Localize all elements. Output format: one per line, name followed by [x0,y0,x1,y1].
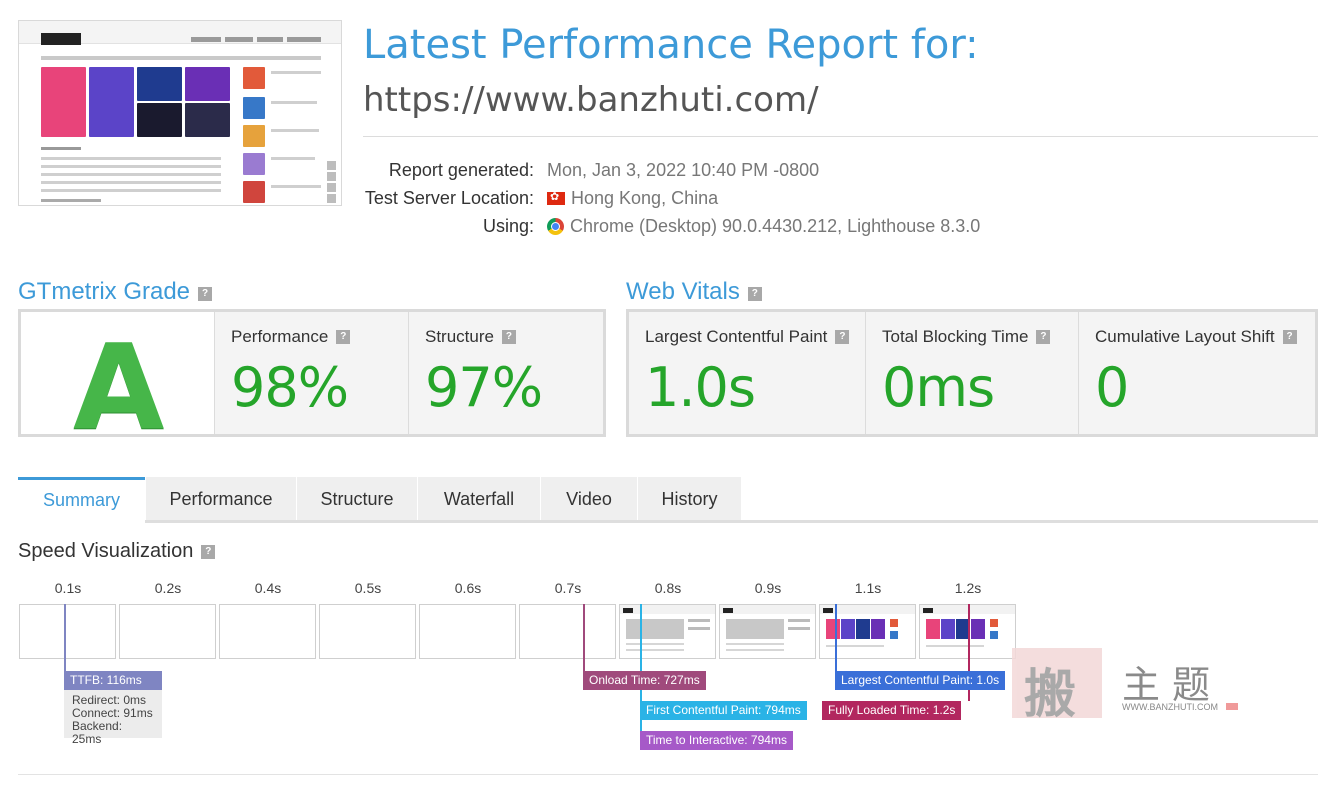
watermark-text: 主题 [1122,665,1223,707]
using-label: Using: [482,216,534,236]
grade-letter-box: A [21,312,214,456]
timeline-tick: 0.9s [754,580,782,596]
filmstrip-frame[interactable] [219,604,316,659]
structure-score-cell: Structure? 97% [408,312,603,434]
performance-score-value: 98% [231,356,349,419]
redirect-time: Redirect: 0ms [72,693,147,707]
tabs-underline [145,520,1318,523]
cls-value: 0 [1095,356,1129,419]
help-icon[interactable]: ? [747,287,762,301]
tab-structure[interactable]: Structure [296,477,417,521]
timeline-tick: 0.4s [254,580,282,596]
cls-label: Cumulative Layout Shift? [1095,327,1297,347]
lcp-value: 1.0s [645,356,756,419]
timeline-tick: 0.1s [54,580,82,596]
timeline-tick: 1.2s [954,580,982,596]
tab-summary[interactable]: Summary [18,477,145,521]
onload-time-label: Onload Time: 727ms [583,671,706,690]
watermark-url: WWW.BANZHUTI.COM [1122,702,1218,712]
watermark-mark [1226,703,1238,710]
tab-waterfall[interactable]: Waterfall [417,477,540,521]
help-icon[interactable]: ? [198,287,213,301]
report-title: Latest Performance Report for: [363,22,979,68]
ttfb-label: TTFB: 116ms [64,671,162,690]
web-vitals-panel: Largest Contentful Paint? 1.0s Total Blo… [626,309,1318,437]
timeline-tick: 0.6s [454,580,482,596]
using-value: Chrome (Desktop) 90.0.4430.212, Lighthou… [547,216,980,237]
filmstrip-frame[interactable] [719,604,816,659]
timeline-tick: 0.8s [654,580,682,596]
test-server-location-label: Test Server Location: [364,188,534,208]
tab-video[interactable]: Video [540,477,637,521]
onload-marker-line [583,604,585,671]
timeline-tick: 0.5s [354,580,382,596]
tab-performance[interactable]: Performance [145,477,296,521]
report-url[interactable]: https://www.banzhuti.com/ [363,80,819,120]
filmstrip-frame[interactable] [319,604,416,659]
help-icon[interactable]: ? [201,545,216,559]
help-icon[interactable]: ? [501,330,516,344]
tbt-cell: Total Blocking Time? 0ms [865,312,1078,434]
site-screenshot-thumbnail [18,20,342,206]
cls-cell: Cumulative Layout Shift? 0 [1078,312,1315,434]
performance-score-cell: Performance? 98% [214,312,408,434]
ttfb-breakdown: Redirect: 0ms Connect: 91ms Backend: 25m… [64,690,162,746]
filmstrip-frame[interactable] [819,604,916,659]
grade-letter: A [73,318,165,456]
help-icon[interactable]: ? [336,330,351,344]
web-vitals-heading: Web Vitals? [626,278,762,306]
performance-score-label: Performance? [231,327,351,347]
tbt-value: 0ms [882,356,995,419]
report-generated-label: Report generated: [388,160,534,180]
largest-contentful-paint-label: Largest Contentful Paint: 1.0s [835,671,1006,690]
fully-loaded-time-label: Fully Loaded Time: 1.2s [822,701,962,720]
chrome-icon [547,218,564,235]
gtmetrix-grade-panel: A Performance? 98% Structure? 97% [18,309,606,456]
help-icon[interactable]: ? [835,330,850,344]
test-server-location-text: Hong Kong, China [571,188,719,208]
filmstrip-frame[interactable] [619,604,716,659]
backend-time: Backend: 25ms [72,719,123,746]
timeline-tick: 1.1s [854,580,882,596]
using-text: Chrome (Desktop) 90.0.4430.212, Lighthou… [570,216,981,236]
web-vitals-title: Web Vitals [626,278,740,305]
hong-kong-flag-icon [547,190,565,205]
filmstrip-frame[interactable] [419,604,516,659]
tab-history[interactable]: History [637,477,741,521]
section-divider [18,774,1318,775]
help-icon[interactable]: ? [1282,330,1297,344]
gtmetrix-grade-title: GTmetrix Grade [18,278,191,305]
watermark-stamp: 搬 [1012,648,1102,724]
lcp-cell: Largest Contentful Paint? 1.0s [629,312,865,434]
filmstrip-frame[interactable] [519,604,616,659]
connect-time: Connect: 91ms [72,706,153,720]
timeline-tick: 0.7s [554,580,582,596]
structure-score-value: 97% [425,356,543,419]
filmstrip-frame[interactable] [919,604,1016,659]
time-to-interactive-label: Time to Interactive: 794ms [640,731,793,750]
filmstrip-frame[interactable] [119,604,216,659]
gtmetrix-grade-heading: GTmetrix Grade? [18,278,213,306]
first-contentful-paint-label: First Contentful Paint: 794ms [640,701,807,720]
report-generated-value: Mon, Jan 3, 2022 10:40 PM -0800 [547,160,820,180]
filmstrip-frame[interactable] [19,604,116,659]
help-icon[interactable]: ? [1036,330,1051,344]
timeline-tick: 0.2s [154,580,182,596]
speed-visualization-heading: Speed Visualization? [18,540,216,563]
lcp-marker-line [835,604,837,671]
speed-visualization-title: Speed Visualization [18,540,194,562]
lcp-label: Largest Contentful Paint? [645,327,850,347]
watermark-logo: 搬 主题 WWW.BANZHUTI.COM [1012,640,1242,724]
header-divider [363,136,1318,137]
fcp-marker-line [640,604,642,731]
test-server-location-value: Hong Kong, China [547,188,718,209]
tbt-label: Total Blocking Time? [882,327,1051,347]
structure-score-label: Structure? [425,327,516,347]
ttfb-marker-line [64,604,66,671]
fully-loaded-marker-line [968,604,970,701]
